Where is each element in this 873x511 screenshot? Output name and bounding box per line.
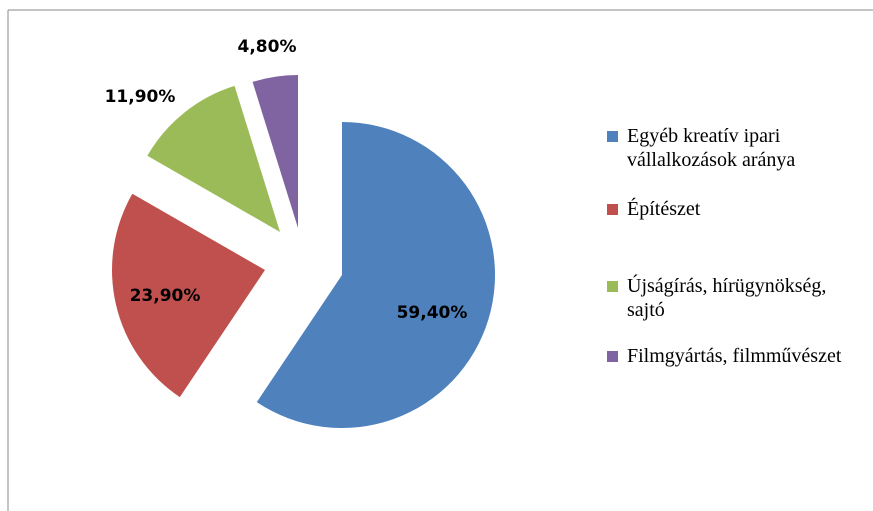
legend-swatch bbox=[607, 131, 618, 142]
legend-swatch bbox=[607, 281, 618, 292]
pie-slice bbox=[252, 75, 298, 228]
legend-swatch bbox=[607, 351, 618, 362]
data-label: 23,90% bbox=[130, 286, 201, 306]
legend-entry: Újságírás, hírügynökség, sajtó bbox=[607, 274, 869, 322]
pie-slice bbox=[111, 193, 265, 398]
legend-entry: Építészet bbox=[607, 197, 869, 221]
legend-label: Újságírás, hírügynökség, sajtó bbox=[627, 275, 827, 321]
legend-label: Építészet bbox=[627, 198, 701, 220]
pie-slice bbox=[256, 122, 495, 428]
legend-label: Filmgyártás, filmművészet bbox=[627, 345, 842, 367]
legend-label: Egyéb kreatív ipari vállalkozások aránya bbox=[627, 125, 796, 171]
legend-swatch bbox=[607, 204, 618, 215]
pie-slice bbox=[147, 85, 280, 232]
legend-entry: Filmgyártás, filmművészet bbox=[607, 344, 869, 368]
data-label: 4,80% bbox=[238, 37, 297, 57]
data-label: 59,40% bbox=[397, 303, 468, 323]
legend-entry: Egyéb kreatív ipari vállalkozások aránya bbox=[607, 124, 869, 172]
data-label: 11,90% bbox=[105, 87, 176, 107]
